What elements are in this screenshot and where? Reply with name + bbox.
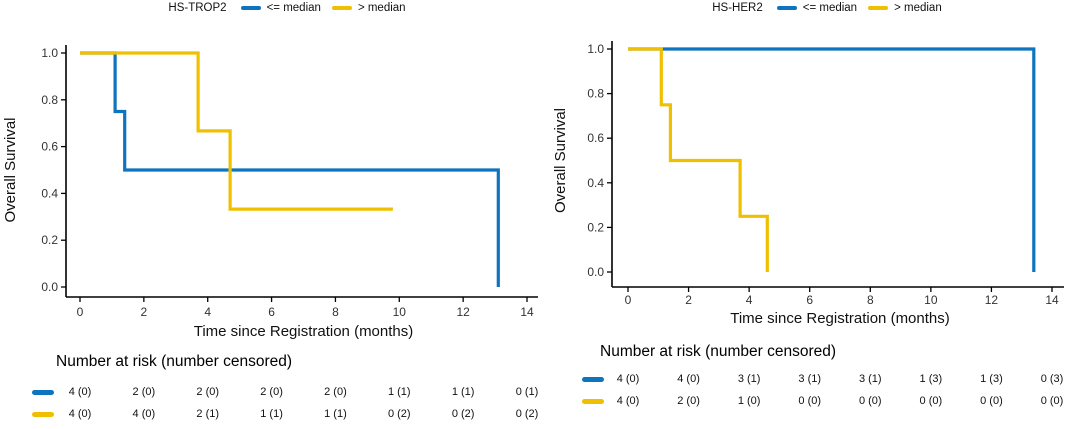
y-axis-title: Overall Survival xyxy=(2,117,19,222)
km-plot-hs-trop2: 0 2 4 6 8 10 12 14 0.0 0.2 0.4 0.6 0.8 1.0 Time since … xyxy=(2,45,538,340)
y-tick-label: 0.8 xyxy=(41,93,58,107)
y-tick-label: 0.6 xyxy=(41,140,58,154)
legend-title: HS-TROP2 xyxy=(168,2,227,14)
y-tick-label: 1.0 xyxy=(587,42,604,56)
y-tick-label: 0.4 xyxy=(41,186,58,200)
x-tick-label: 2 xyxy=(685,293,692,307)
legend-item-le-median: <= median xyxy=(776,2,858,14)
panel-hs-trop2: HS-TROP2 <= median > median 0 2 4 6 8 10 12 14 0… xyxy=(0,2,540,420)
legend-title: HS-HER2 xyxy=(712,2,763,14)
km-curve-le-median xyxy=(80,51,500,287)
x-tick-label: 14 xyxy=(1045,293,1059,307)
y-tick-label: 0.0 xyxy=(587,265,604,279)
y-tick-label: 0.4 xyxy=(587,176,604,190)
x-tick-label: 6 xyxy=(268,305,275,319)
x-tick-label: 2 xyxy=(141,305,148,319)
risk-table-title: Number at risk (number censored) xyxy=(600,343,837,360)
x-axis-title: Time since Registration (months) xyxy=(730,310,950,327)
legend-item-gt-median: > median xyxy=(331,2,406,14)
km-plot-hs-her2: 0 2 4 6 8 10 12 14 0.0 0.2 0.4 0.6 0.8 1.0 Time since … xyxy=(552,41,1064,327)
legend-key-le-median-icon xyxy=(776,5,797,11)
x-tick-label: 0 xyxy=(625,293,632,307)
x-tick-label: 6 xyxy=(806,293,813,307)
x-tick-label: 10 xyxy=(924,293,938,307)
legend-key-gt-median-icon xyxy=(331,5,352,11)
x-tick-label: 4 xyxy=(746,293,753,307)
x-tick-label: 12 xyxy=(456,305,470,319)
legend-label-gt-median: > median xyxy=(357,2,406,14)
y-axis-title: Overall Survival xyxy=(552,108,569,213)
legend-label-gt-median: > median xyxy=(894,2,942,14)
x-tick-label: 4 xyxy=(204,305,211,319)
x-tick-label: 8 xyxy=(332,305,339,319)
x-tick-label: 10 xyxy=(393,305,407,319)
km-curve-gt-median xyxy=(628,47,769,272)
y-tick-label: 0.0 xyxy=(41,280,58,294)
legend-label-le-median: <= median xyxy=(266,2,321,14)
x-tick-label: 0 xyxy=(77,305,84,319)
x-tick-label: 14 xyxy=(520,305,534,319)
legend-item-gt-median: > median xyxy=(868,2,942,14)
km-curve-gt-median xyxy=(80,51,393,211)
x-axis-title: Time since Registration (months) xyxy=(194,323,414,340)
km-curve-le-median xyxy=(628,47,1036,272)
legend-label-le-median: <= median xyxy=(802,2,858,14)
y-tick-label: 0.8 xyxy=(587,87,604,101)
legend: HS-TROP2 <= median > median xyxy=(0,2,540,14)
y-tick-label: 0.2 xyxy=(587,220,604,234)
legend: HS-HER2 <= median > median xyxy=(540,2,1080,14)
legend-item-le-median: <= median xyxy=(240,2,321,14)
x-tick-label: 12 xyxy=(985,293,999,307)
y-tick-label: 0.2 xyxy=(41,233,58,247)
panel-hs-her2: HS-HER2 <= median > median 0 2 4 6 8 10 12 14 0.… xyxy=(540,0,1080,429)
legend-key-gt-median-icon xyxy=(868,5,889,11)
risk-table-title: Number at risk (number censored) xyxy=(56,353,293,370)
y-tick-label: 1.0 xyxy=(41,46,58,60)
x-tick-label: 8 xyxy=(867,293,874,307)
legend-key-le-median-icon xyxy=(240,5,261,11)
y-tick-label: 0.6 xyxy=(587,131,604,145)
